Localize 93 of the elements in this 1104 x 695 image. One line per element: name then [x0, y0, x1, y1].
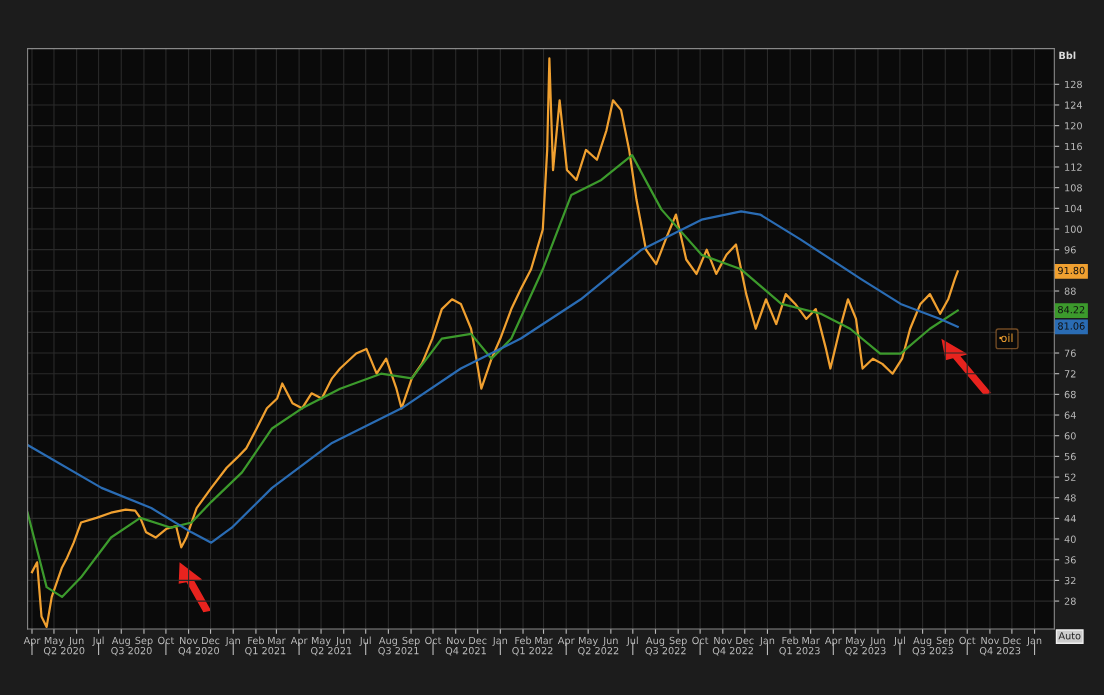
x-tick-label: Sep	[402, 636, 420, 647]
x2-tick-label: Q2 2023	[845, 646, 886, 656]
x2-tick-label: Q3 2022	[645, 646, 686, 656]
x-tick-label: Jul	[626, 636, 638, 646]
y-tick-label: 72	[1064, 370, 1076, 378]
line-series	[30, 57, 959, 629]
x-tick-label: May	[311, 636, 331, 647]
x2-tick-label: Q3 2023	[912, 646, 953, 656]
x-tick-label: Jun	[68, 636, 84, 646]
x-tick-label: Nov	[981, 636, 1000, 645]
y-tick-label: 32	[1064, 576, 1076, 585]
y-tick-label: 96	[1064, 246, 1076, 254]
x-tick-label: Dec	[1003, 636, 1021, 645]
x-tick-label: Feb	[782, 636, 799, 645]
x-tick-label: Mar	[268, 636, 286, 645]
y-tick-label: 60	[1064, 432, 1076, 440]
x2-tick-label: Q3 2020	[111, 646, 152, 656]
x2-tick-label: Q4 2020	[178, 646, 220, 656]
y-tick-label: 40	[1064, 535, 1076, 543]
x-tick-label: Nov	[447, 636, 465, 645]
x-tick-label: Dec	[469, 636, 487, 645]
x2-tick-label: Q1 2023	[779, 646, 820, 656]
y-tick-label: 124	[1065, 101, 1083, 109]
x-tick-label: Mar	[802, 636, 820, 645]
x-tick-label: Jan	[1026, 636, 1042, 646]
x-tick-label: Apr	[23, 636, 41, 647]
y-tick-label: 64	[1064, 411, 1076, 419]
x2-tick-label: Q3 2021	[378, 646, 419, 656]
x-tick-label: Dec	[202, 636, 220, 645]
x-tick-label: Mar	[535, 636, 553, 645]
line-series	[27, 210, 959, 544]
x-tick-label: Dec	[736, 636, 754, 645]
x-tick-label: Jan	[492, 636, 508, 646]
x-tick-label: Apr	[290, 636, 308, 647]
x-tick-label: Oct	[425, 636, 442, 645]
x-tick-label: Jun	[335, 636, 351, 646]
text: 84.22	[1058, 306, 1085, 314]
x-tick-label: Sep	[669, 636, 687, 647]
x2-tick-label: Q2 2020	[43, 646, 85, 656]
x-tick-label: Sep	[936, 636, 954, 647]
x2-tick-label: Q4 2023	[979, 646, 1021, 656]
x-tick-label: Oct	[158, 636, 175, 645]
x2-tick-label: Q2 2021	[311, 646, 352, 656]
y-tick-label: 48	[1064, 494, 1076, 502]
x-tick-label: Aug	[913, 636, 932, 647]
x-tick-label: Aug	[111, 636, 130, 647]
x-tick-label: Feb	[248, 636, 264, 645]
x-tick-label: May	[579, 636, 598, 647]
x-tick-label: Oct	[959, 636, 976, 645]
x-tick-label: Sep	[135, 636, 153, 647]
x2-tick-label: Q1 2021	[245, 646, 286, 656]
x-tick-label: Jan	[225, 636, 240, 646]
x2-tick-label: Q2 2022	[578, 646, 619, 656]
y-tick-label: 68	[1064, 390, 1076, 399]
text: 91.80	[1058, 266, 1085, 275]
x-tick-label: Feb	[515, 636, 532, 645]
y-tick-label: 76	[1064, 349, 1076, 357]
y-tick-label: 104	[1065, 204, 1083, 213]
y-tick-label: 88	[1064, 287, 1076, 295]
legend-label: oil	[1001, 333, 1013, 343]
x-tick-label: Apr	[557, 636, 575, 647]
x2-tick-label: Q4 2021	[445, 646, 486, 656]
x2-tick-label: Q4 2022	[712, 646, 753, 656]
x-tick-label: Jul	[92, 636, 104, 646]
y-tick-label: 120	[1065, 122, 1082, 130]
x-tick-label: May	[846, 636, 866, 647]
x-tick-label: May	[44, 636, 64, 647]
y-tick-label: 112	[1065, 163, 1082, 171]
x-tick-label: Nov	[180, 636, 198, 645]
y-tick-label: 100	[1065, 225, 1082, 233]
y-tick-label: 116	[1065, 142, 1082, 151]
y-tick-label: 44	[1064, 514, 1076, 523]
x-tick-label: Apr	[824, 636, 842, 647]
text: Auto	[1058, 632, 1081, 640]
x-tick-label: Jan	[759, 636, 775, 646]
x-tick-label: Jun	[869, 636, 885, 646]
x-tick-label: Jun	[602, 636, 618, 646]
y-tick-label: 128	[1065, 80, 1082, 89]
line-series	[27, 153, 959, 599]
y-axis-title: Bbl	[1059, 51, 1076, 60]
x-tick-label: Jul	[359, 636, 371, 646]
x-tick-label: Nov	[714, 636, 733, 645]
x-tick-label: Aug	[646, 636, 665, 647]
y-tick-label: 108	[1065, 184, 1082, 192]
y-tick-label: 52	[1064, 473, 1076, 481]
y-tick-label: 28	[1064, 597, 1076, 605]
x-tick-label: Jul	[893, 636, 905, 646]
text: 81.06	[1058, 322, 1085, 330]
y-tick-label: 56	[1064, 452, 1076, 461]
x-tick-label: Aug	[378, 636, 397, 647]
y-tick-label: 36	[1064, 556, 1076, 564]
x2-tick-label: Q1 2022	[512, 646, 553, 656]
x-tick-label: Oct	[692, 636, 709, 645]
